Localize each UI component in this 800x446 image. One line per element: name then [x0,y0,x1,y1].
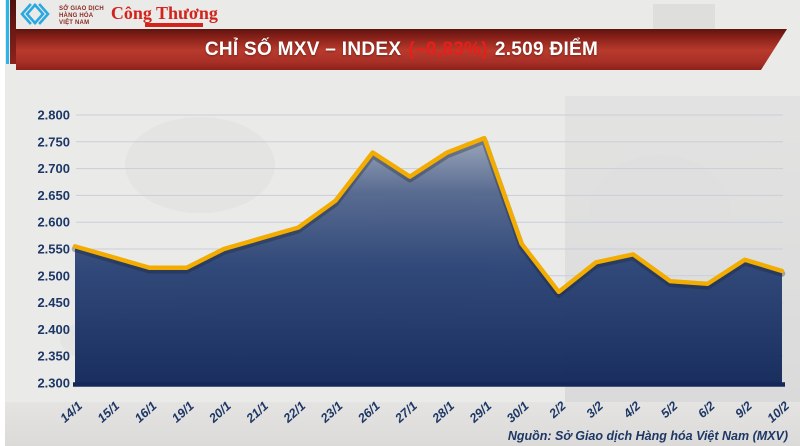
left-accent-bar-cyan [6,0,9,64]
mxv-org-line2: HÀNG HÓA [59,12,94,19]
congthuong-logo-text: Công Thương [110,3,218,23]
x-tick-label: 27/1 [392,399,420,426]
y-tick-label: 2.650 [37,188,70,203]
y-tick-label: 2.300 [37,376,70,391]
mxv-logo-text: SỞ GIAO DỊCH HÀNG HÓA VIỆT NAM [59,6,104,27]
x-tick-label: 9/2 [733,399,755,421]
congthuong-logo: Công Thương [110,3,218,27]
x-tick-label: 19/1 [169,399,196,426]
x-tick-label: 26/1 [354,399,382,426]
mxv-org-line1: SỞ GIAO DỊCH [59,5,104,12]
x-tick-label: 20/1 [206,399,234,426]
source-caption: Nguồn: Sở Giao dịch Hàng hóa Việt Nam (M… [507,429,788,443]
y-tick-label: 2.700 [37,161,70,176]
y-tick-label: 2.500 [37,268,70,283]
header-logos: SỞ GIAO DỊCH HÀNG HÓA VIỆT NAM Công Thươ… [18,2,218,31]
y-tick-label: 2.350 [37,349,70,364]
congthuong-logo-underline [144,23,203,27]
index-line [72,135,785,295]
left-accent-bar-red [10,0,16,64]
x-tick-label: 3/2 [584,399,606,421]
y-tick-label: 2.800 [37,108,70,123]
y-tick-label: 2.750 [37,134,70,149]
x-tick-label: 4/2 [620,399,643,422]
x-tick-label: 29/1 [466,399,494,426]
x-tick-label: 6/2 [695,399,717,421]
map-watermark [590,155,730,265]
y-tick-label: 2.400 [37,322,70,337]
x-tick-label: 28/1 [429,399,457,426]
x-tick-label: 14/1 [58,399,85,426]
area-fill [75,138,782,383]
left-margin [0,0,5,446]
x-tick-label: 2/2 [546,399,569,422]
banner-change-percent: (–0,83%) [408,38,488,60]
title-banner: CHỈ SỐ MXV – INDEX (–0,83%) 2.509 ĐIỂM [16,29,787,70]
x-tick-label: 23/1 [317,399,345,426]
banner-title: CHỈ SỐ MXV – INDEX [204,38,402,60]
banner-points-value: 2.509 ĐIỂM [494,38,599,60]
mxv-org-line3: VIỆT NAM [59,19,90,26]
y-tick-label: 2.450 [37,295,70,310]
x-tick-label: 30/1 [504,399,531,426]
x-tick-label: 16/1 [132,399,159,426]
mxv-chevron-icon [18,2,52,31]
x-tick-label: 22/1 [280,399,308,426]
x-tick-label: 15/1 [95,399,122,426]
x-tick-label: 21/1 [243,399,271,426]
y-tick-label: 2.550 [37,242,70,257]
background-photo-collage-bottom [0,402,800,446]
x-tick-label: 10/2 [765,399,792,426]
map-watermark [125,117,275,213]
background-photo-top [653,4,715,30]
y-tick-label: 2.600 [37,215,70,230]
x-tick-label: 5/2 [658,399,680,421]
